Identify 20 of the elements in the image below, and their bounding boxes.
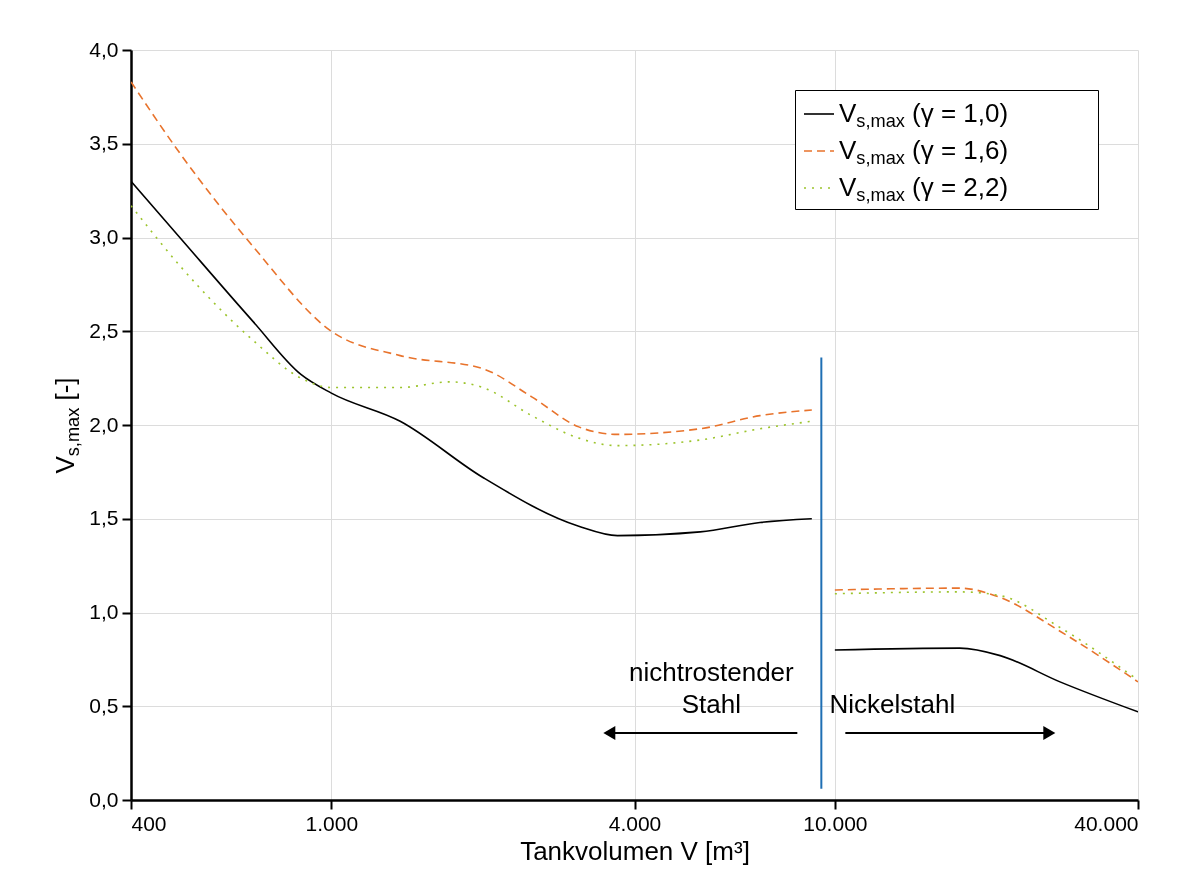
x-tick-label: 10.000	[803, 811, 868, 835]
y-tick-label: 1,0	[89, 600, 119, 623]
x-tick-label: 40.000	[1074, 811, 1139, 835]
y-tick-label: 4,0	[89, 37, 119, 61]
x-tick-label: 400	[131, 811, 167, 835]
y-tick-label: 0,5	[89, 693, 119, 717]
y-tick-label: 0,0	[89, 787, 119, 811]
x-tick-label: 4.000	[608, 811, 662, 835]
x-tick-label: 1.000	[305, 811, 359, 835]
annotation: nichtrostender Stahl	[628, 657, 795, 719]
annotation: Nickelstahl	[829, 689, 956, 719]
y-tick-label: 3,0	[89, 225, 119, 248]
legend-label: V$_{s,max}$ (γ = 1,6)	[839, 135, 1009, 168]
y-tick-label: 3,5	[89, 131, 119, 155]
y-tick-label: 1,5	[89, 506, 119, 530]
y-tick-label: 2,0	[89, 412, 119, 436]
x-axis-title: Tankvolumen V [m³]	[520, 835, 750, 866]
y-tick-label: 2,5	[89, 318, 119, 342]
legend-label: V$_{s,max}$ (γ = 1,0)	[839, 98, 1009, 131]
legend-label: V$_{s,max}$ (γ = 2,2)	[839, 172, 1009, 205]
